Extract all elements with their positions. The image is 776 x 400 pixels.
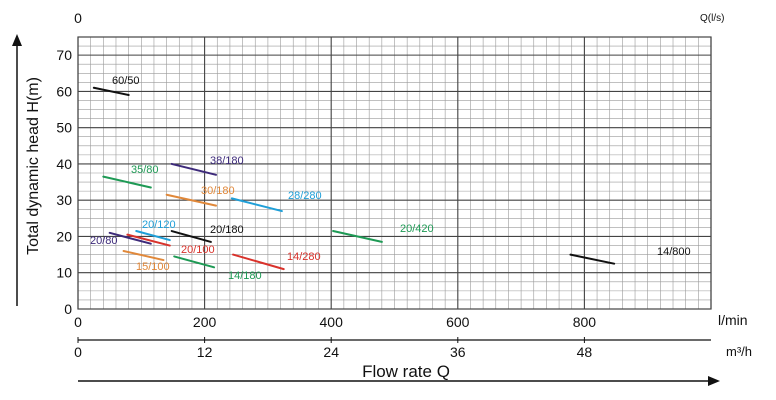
top-tick-label: 0: [74, 10, 82, 26]
series-label-20-100: 20/100: [181, 244, 215, 256]
series-label-14-180: 14/180: [228, 270, 262, 282]
series-line-20-420: [332, 230, 383, 243]
lpm-tick-label: 600: [446, 314, 470, 330]
lpm-tick-label: 200: [193, 314, 217, 330]
m3h-tick-label: 36: [450, 344, 466, 360]
plot-frame: [77, 36, 712, 310]
m3h-tick-label: 0: [74, 344, 82, 360]
top-axis-unit-label: Q(l/s): [700, 13, 724, 24]
series-label-38-180: 38/180: [210, 155, 244, 167]
x-axis-title: Flow rate Q: [362, 362, 450, 381]
y-tick-label: 20: [56, 228, 72, 244]
series-line-20-80: [108, 231, 152, 245]
series-label-20-420: 20/420: [400, 223, 434, 235]
y-tick-label: 70: [56, 47, 72, 63]
series-line-35-80: [102, 175, 152, 189]
series-line-28-280: [230, 197, 283, 213]
top-axis-ticks: 050100150200: [74, 10, 82, 26]
y-tick-label: 60: [56, 83, 72, 99]
m3h-tick-label: 12: [197, 344, 213, 360]
series-label-60-50: 60/50: [112, 75, 140, 87]
series-label-35-80: 35/80: [131, 164, 159, 176]
series-layer: 60/50 35/80 38/180 30/180 28/280 20/420 14/800…: [90, 75, 691, 282]
lpm-axis-ticks: 0 200 400 600 800: [74, 314, 596, 330]
lpm-tick-label: 800: [573, 314, 597, 330]
series-label-20-120: 20/120: [142, 219, 176, 231]
y-tick-label: 50: [56, 120, 72, 136]
x-axis-arrow: [78, 376, 720, 386]
series-line-14-800: [569, 253, 616, 265]
m3h-axis-unit-label: m³/h: [726, 344, 752, 359]
series-label-20-80: 20/80: [90, 235, 118, 247]
y-tick-label: 30: [56, 192, 72, 208]
series-line-14-180: [173, 255, 216, 269]
lpm-tick-label: 0: [74, 314, 82, 330]
series-line-20-120: [135, 230, 171, 242]
y-tick-label: 10: [56, 265, 72, 281]
series-line-15-100: [122, 249, 165, 262]
series-label-28-280: 28/280: [288, 190, 322, 202]
series-label-15-100: 15/100: [136, 261, 170, 273]
m3h-tick-label: 24: [323, 344, 339, 360]
lpm-axis-unit-label: l/min: [718, 312, 748, 328]
y-axis-ticks: 0 10 20 30 40 50 60 70: [56, 47, 72, 317]
series-line-30-180: [165, 193, 217, 207]
y-tick-label: 0: [64, 301, 72, 317]
series-label-30-180: 30/180: [201, 185, 235, 197]
minor-grid: [77, 36, 712, 310]
series-label-14-280: 14/280: [287, 251, 321, 263]
y-axis-title: Total dynamic head H(m): [25, 77, 42, 255]
y-axis-arrow: [12, 34, 22, 306]
m3h-tick-label: 48: [577, 344, 593, 360]
series-label-14-800: 14/800: [657, 246, 691, 258]
series-line-20-180: [170, 230, 212, 243]
series-line-14-280: [232, 253, 285, 271]
lpm-tick-label: 400: [320, 314, 344, 330]
y-tick-label: 40: [56, 156, 72, 172]
series-line-60-50: [92, 86, 130, 97]
m3h-axis-ticks: 0 12 24 36 48: [74, 337, 711, 360]
series-line-20-100: [126, 233, 171, 247]
series-label-20-180: 20/180: [210, 224, 244, 236]
series-line-38-180: [170, 162, 217, 176]
